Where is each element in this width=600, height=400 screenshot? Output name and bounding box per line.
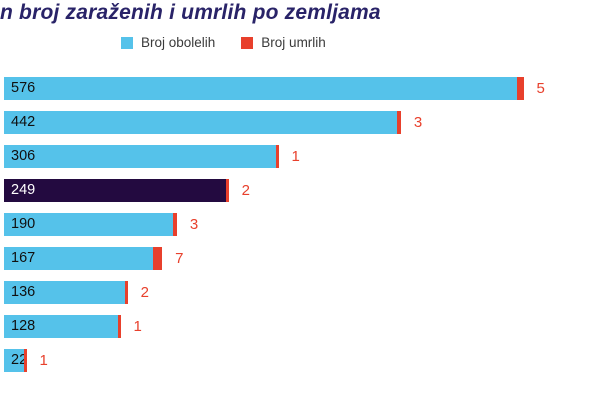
deaths-value-label: 1 (39, 352, 48, 369)
infected-value-label: 306 (11, 148, 36, 164)
infected-value-label: 190 (11, 216, 36, 232)
legend: Broj obolelih Broj umrlih (121, 35, 326, 50)
infected-bar: 136 (4, 281, 125, 304)
deaths-segment (125, 281, 128, 304)
deaths-segment (226, 179, 229, 202)
bar-row: 249 2 (4, 179, 600, 202)
bar-row: 167 7 (4, 247, 600, 270)
infected-value-label: 249 (11, 182, 36, 198)
deaths-segment (517, 77, 524, 100)
infected-bar: 306 (4, 145, 276, 168)
deaths-value-label: 2 (241, 182, 250, 199)
infected-bar: 576 (4, 77, 517, 100)
infected-value-label: 22 (11, 352, 28, 368)
deaths-segment (24, 349, 27, 372)
legend-label-infected: Broj obolelih (141, 35, 216, 50)
bar-row: 306 1 (4, 145, 600, 168)
legend-swatch-deaths-icon (241, 36, 254, 49)
bar-row: 22 1 (4, 349, 600, 372)
deaths-segment (153, 247, 163, 270)
bar-row: 128 1 (4, 315, 600, 338)
infected-value-label: 136 (11, 284, 36, 300)
deaths-segment (173, 213, 177, 236)
legend-label-deaths: Broj umrlih (261, 35, 326, 50)
deaths-value-label: 1 (133, 318, 142, 335)
chart-title: n broj zaraženih i umrlih po zemljama (0, 1, 381, 24)
infected-bar: 190 (4, 213, 173, 236)
infected-bar: 22 (4, 349, 28, 372)
bar-row: 442 3 (4, 111, 600, 134)
infected-value-label: 576 (11, 80, 36, 96)
legend-swatch-infected-icon (121, 36, 133, 49)
bar-chart: 576 5 442 3 306 1 249 2 190 3 167 7 136 2 128 1 22 1 (4, 77, 600, 383)
legend-item-infected: Broj obolelih (121, 35, 215, 50)
legend-item-deaths: Broj umrlih (241, 35, 326, 50)
deaths-segment (397, 111, 401, 134)
deaths-segment (118, 315, 121, 338)
deaths-value-label: 2 (140, 284, 149, 301)
deaths-value-label: 7 (175, 250, 184, 267)
deaths-segment (276, 145, 279, 168)
deaths-value-label: 3 (189, 216, 199, 233)
bar-row: 576 5 (4, 77, 600, 100)
infected-bar-highlighted: 249 (4, 179, 226, 202)
bar-row: 136 2 (4, 281, 600, 304)
infected-bar: 128 (4, 315, 118, 338)
infected-value-label: 167 (11, 250, 36, 266)
infected-value-label: 128 (11, 318, 36, 334)
deaths-value-label: 3 (413, 114, 423, 131)
infected-bar: 167 (4, 247, 153, 270)
infected-value-label: 442 (11, 114, 36, 130)
deaths-value-label: 5 (536, 80, 545, 97)
infected-bar: 442 (4, 111, 397, 134)
deaths-value-label: 1 (291, 148, 300, 165)
bar-row: 190 3 (4, 213, 600, 236)
